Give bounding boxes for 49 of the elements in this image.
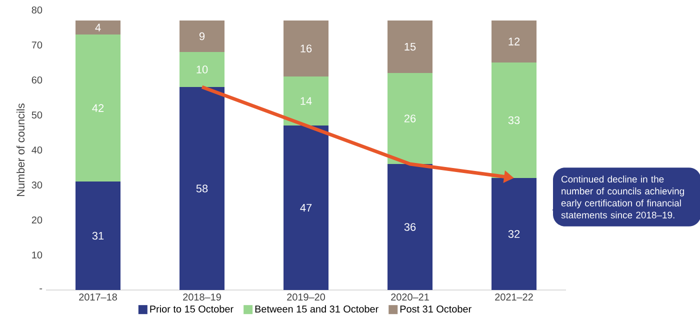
legend-label: Prior to 15 October <box>150 305 234 313</box>
x-tick-label: 2019–20 <box>287 294 326 301</box>
data-label: 36 <box>404 223 416 231</box>
bar <box>284 126 329 290</box>
y-tick-label: 70 <box>32 41 42 49</box>
data-label: 4 <box>95 24 101 32</box>
y-tick-label: 50 <box>32 111 42 119</box>
data-label: 10 <box>196 66 208 74</box>
bar <box>388 164 433 290</box>
y-tick-label: 20 <box>32 216 42 224</box>
x-tick-label: 2017–18 <box>79 294 117 301</box>
data-label: 14 <box>300 97 312 105</box>
bar <box>180 87 225 290</box>
data-label: 9 <box>199 32 205 40</box>
bar <box>492 62 537 178</box>
data-label: 16 <box>300 44 312 52</box>
bar <box>76 182 121 290</box>
bar <box>388 73 433 164</box>
x-tick-label: 2020–21 <box>391 294 429 301</box>
x-tick-label: 2018–19 <box>183 294 221 301</box>
y-tick-label: 30 <box>32 181 42 189</box>
y-tick-label: - <box>40 288 42 290</box>
y-tick-label: 60 <box>32 76 42 84</box>
bar <box>492 178 537 290</box>
annotation: Continued decline in the number of councils achieving early certification of financial statements since 2018–19. <box>561 176 684 218</box>
bar <box>180 52 225 88</box>
data-label: 47 <box>300 204 312 212</box>
legend-label: Between 15 and 31 October <box>255 305 378 313</box>
y-tick-label: 80 <box>32 6 42 14</box>
bar <box>388 20 433 74</box>
y-tick-label: 10 <box>32 251 42 259</box>
bar <box>492 20 537 63</box>
y-tick-label: 40 <box>32 146 42 154</box>
x-tick-label: 2021–22 <box>495 294 533 301</box>
data-label: 12 <box>508 38 520 46</box>
y-axis-title: Number of councils <box>16 104 25 196</box>
bar <box>76 20 121 35</box>
data-label: 58 <box>196 184 208 192</box>
legend-label: Post 31 October <box>400 305 472 313</box>
bar <box>284 20 329 77</box>
bar <box>76 34 121 182</box>
data-label: 15 <box>404 42 416 51</box>
data-label: 31 <box>92 232 104 240</box>
data-label: 33 <box>508 116 520 124</box>
bar <box>180 20 225 52</box>
bar <box>284 76 329 126</box>
data-label: 26 <box>404 114 416 122</box>
data-label: 32 <box>508 230 520 238</box>
data-label: 42 <box>92 104 104 112</box>
